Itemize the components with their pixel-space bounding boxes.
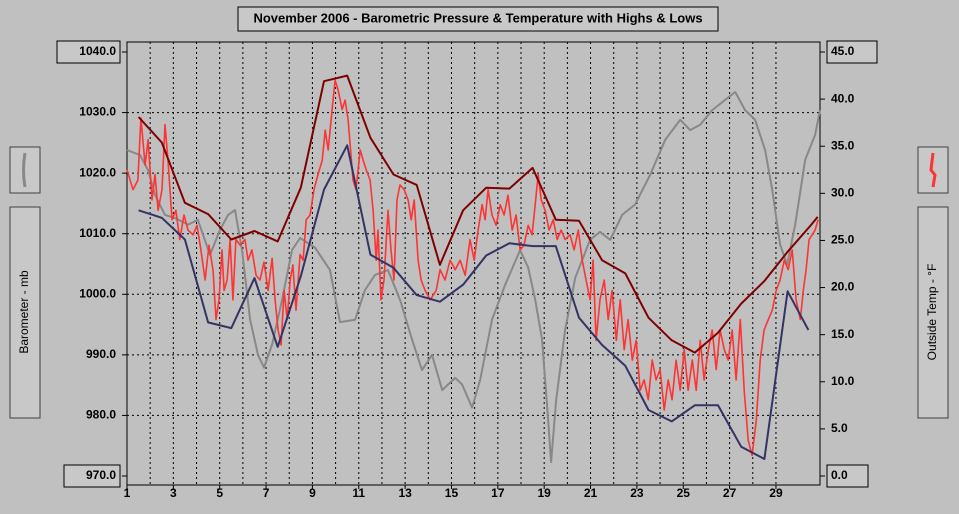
- y2-tick-label: 45.0: [831, 44, 855, 58]
- y2-tick-label: 0.0: [831, 468, 848, 482]
- label-box: [63, 464, 121, 488]
- y-tick-label: 1040.0: [79, 44, 116, 58]
- chart-title: November 2006 - Barometric Pressure & Te…: [253, 10, 702, 25]
- y-tick-label: 1030.0: [79, 105, 116, 119]
- label-box: [56, 40, 121, 64]
- y2-tick-label: 35.0: [831, 138, 855, 152]
- y-axis-label: Barometer - mb: [17, 270, 31, 354]
- right-label-panel: [917, 206, 949, 419]
- x-tick-label: 21: [584, 486, 598, 500]
- y2-tick-label: 40.0: [831, 91, 855, 105]
- x-tick-label: 25: [677, 486, 691, 500]
- label-box: [826, 40, 878, 64]
- label-box: [826, 464, 869, 488]
- y-tick-label: 980.0: [86, 408, 116, 422]
- x-tick-label: 3: [170, 486, 177, 500]
- x-tick-label: 7: [263, 486, 270, 500]
- x-tick-label: 9: [309, 486, 316, 500]
- x-tick-label: 29: [769, 486, 783, 500]
- left-label-panel: [9, 206, 41, 419]
- y-tick-label: 990.0: [86, 347, 116, 361]
- title-box: [237, 6, 719, 32]
- x-tick-label: 19: [538, 486, 552, 500]
- y2-tick-label: 25.0: [831, 233, 855, 247]
- y2-tick-label: 20.0: [831, 280, 855, 294]
- barometer-icon: [22, 152, 27, 188]
- temperature-icon: [929, 152, 937, 188]
- series-line: [137, 74, 819, 354]
- y2-tick-label: 5.0: [831, 421, 848, 435]
- x-tick-label: 1: [124, 486, 131, 500]
- y2-tick-label: 10.0: [831, 374, 855, 388]
- x-tick-label: 11: [352, 486, 365, 500]
- y-tick-label: 1000.0: [79, 286, 116, 300]
- x-tick-label: 17: [491, 486, 505, 500]
- y-tick-label: 970.0: [86, 468, 116, 482]
- x-tick-label: 23: [630, 486, 644, 500]
- x-tick-label: 27: [723, 486, 737, 500]
- plot-area: 1 3 5 7 9 11 13 15 17 19 21 23 25 27 29970.0980.0990.0…: [56, 40, 878, 500]
- y2-tick-label: 30.0: [831, 186, 855, 200]
- x-tick-label: 5: [216, 486, 223, 500]
- y2-tick-label: 15.0: [831, 327, 855, 341]
- x-tick-label: 13: [398, 486, 412, 500]
- x-tick-label: 15: [445, 486, 459, 500]
- y-tick-label: 1020.0: [79, 165, 116, 179]
- series-line: [126, 91, 821, 464]
- series-line: [138, 144, 810, 460]
- y-tick-label: 1010.0: [79, 226, 116, 240]
- y2-axis-label: Outside Temp - °F: [925, 264, 939, 361]
